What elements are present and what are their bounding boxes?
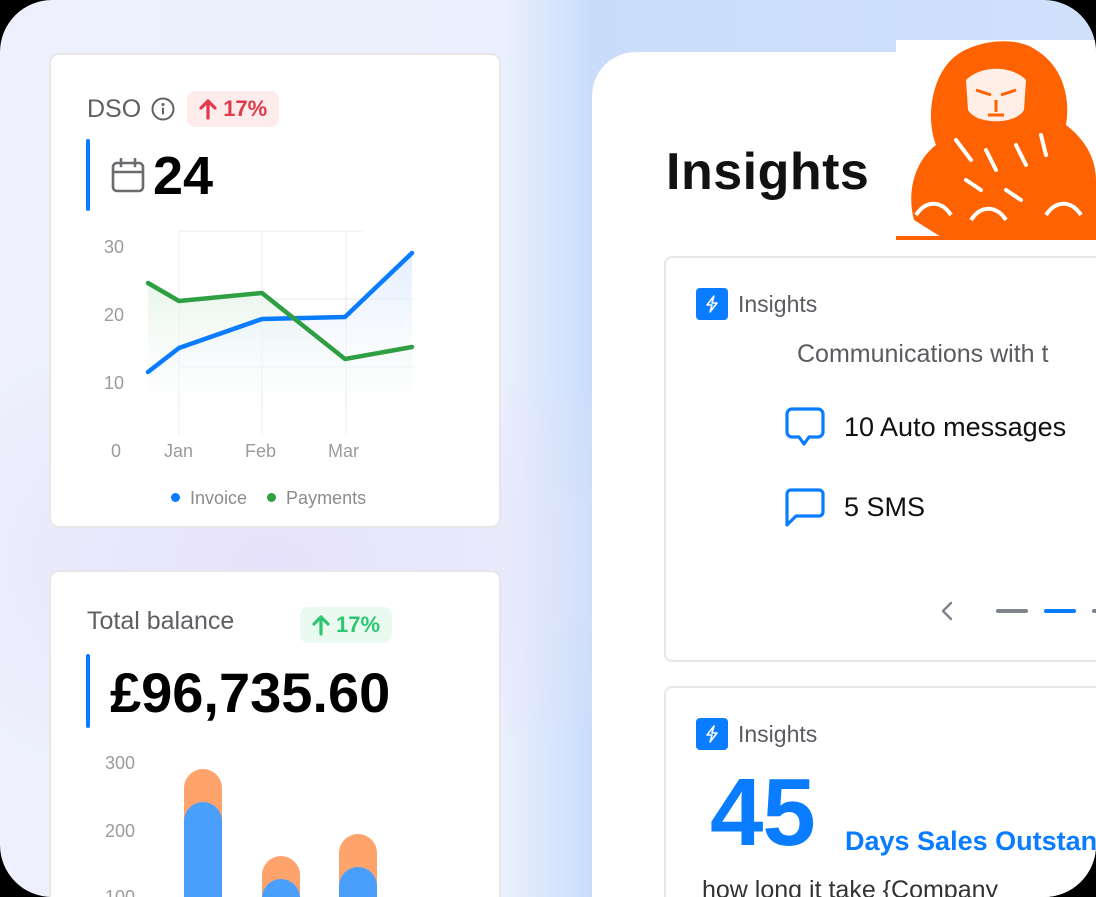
dso-label: DSO — [87, 94, 142, 123]
dso-insight-label: Days Sales Outstan — [845, 826, 1096, 856]
insights-tag: Insights — [696, 718, 817, 750]
carousel-pager — [940, 600, 1096, 622]
y-tick: 30 — [104, 237, 125, 257]
y-tick: 100 — [105, 887, 136, 897]
insights-tag-label: Insights — [738, 290, 818, 317]
lightning-icon — [696, 288, 728, 320]
dso-line-chart — [145, 230, 415, 435]
lightning-icon — [696, 718, 728, 750]
dso-value: 24 — [153, 146, 214, 206]
accent-bar — [86, 139, 90, 211]
insights-tag-label: Insights — [738, 720, 818, 747]
balance-bar-chart — [184, 769, 377, 897]
bar-3-lower — [339, 867, 377, 897]
arrow-up-icon — [199, 99, 217, 120]
payments-line — [145, 280, 415, 362]
dso-change-text: 17% — [223, 96, 268, 121]
message-square-icon — [785, 488, 825, 527]
y-tick: 300 — [105, 753, 136, 773]
dso-title-row: DSO 17% — [87, 91, 280, 127]
balance-value: £96,735.60 — [110, 661, 391, 724]
balance-card: Total balance 17% £96,735.60 300 200 100 — [49, 570, 501, 897]
auto-messages-label: 10 Auto messages — [844, 411, 1067, 442]
y-tick: 0 — [111, 441, 122, 461]
balance-change-text: 17% — [336, 612, 381, 637]
chat-bubble-icon — [785, 407, 825, 446]
dso-value-row: 24 — [111, 145, 213, 207]
insights-title: Insights — [666, 143, 870, 201]
x-tick: Jan — [164, 441, 194, 461]
legend-invoice[interactable]: Invoice — [171, 488, 247, 509]
y-tick: 20 — [104, 305, 125, 325]
dso-card: DSO 17% 24 — [49, 53, 501, 528]
arrow-up-icon — [312, 615, 330, 636]
lion-logo — [896, 40, 1096, 240]
pager-dot-2[interactable] — [1044, 609, 1076, 613]
x-tick: Mar — [328, 441, 359, 461]
pager-dot-3[interactable] — [1092, 609, 1096, 613]
y-tick: 10 — [104, 373, 125, 393]
x-tick: Feb — [245, 441, 277, 461]
dso-insight-card: Insights 45 Days Sales Outstan how long … — [664, 686, 1096, 897]
chevron-left-icon[interactable] — [940, 600, 954, 622]
sms-row[interactable]: 5 SMS — [784, 486, 925, 528]
calendar-icon — [111, 158, 145, 193]
bar-1-lower — [184, 802, 222, 897]
dso-insight-description: how long it take {Company — [702, 876, 999, 897]
invoice-line — [145, 250, 415, 375]
dso-change-badge: 17% — [187, 91, 280, 127]
bar-2-lower — [262, 879, 300, 897]
accent-bar — [86, 654, 90, 728]
sms-label: 5 SMS — [844, 491, 926, 522]
dso-insight-value: 45 — [710, 759, 816, 866]
info-icon[interactable] — [151, 97, 175, 121]
pager-dot-1[interactable] — [996, 609, 1028, 613]
legend-payments[interactable]: Payments — [267, 488, 366, 509]
y-tick: 200 — [105, 821, 136, 841]
balance-label: Total balance — [87, 607, 235, 635]
balance-change-badge: 17% — [300, 607, 393, 643]
chart-legend: Invoice Payments — [171, 488, 366, 509]
auto-messages-row[interactable]: 10 Auto messages — [784, 406, 1066, 448]
insights-tag: Insights — [696, 288, 817, 320]
communications-heading: Communications with t — [797, 340, 1049, 368]
communications-insight-card: Insights Communications with t 10 Auto m… — [664, 256, 1096, 662]
